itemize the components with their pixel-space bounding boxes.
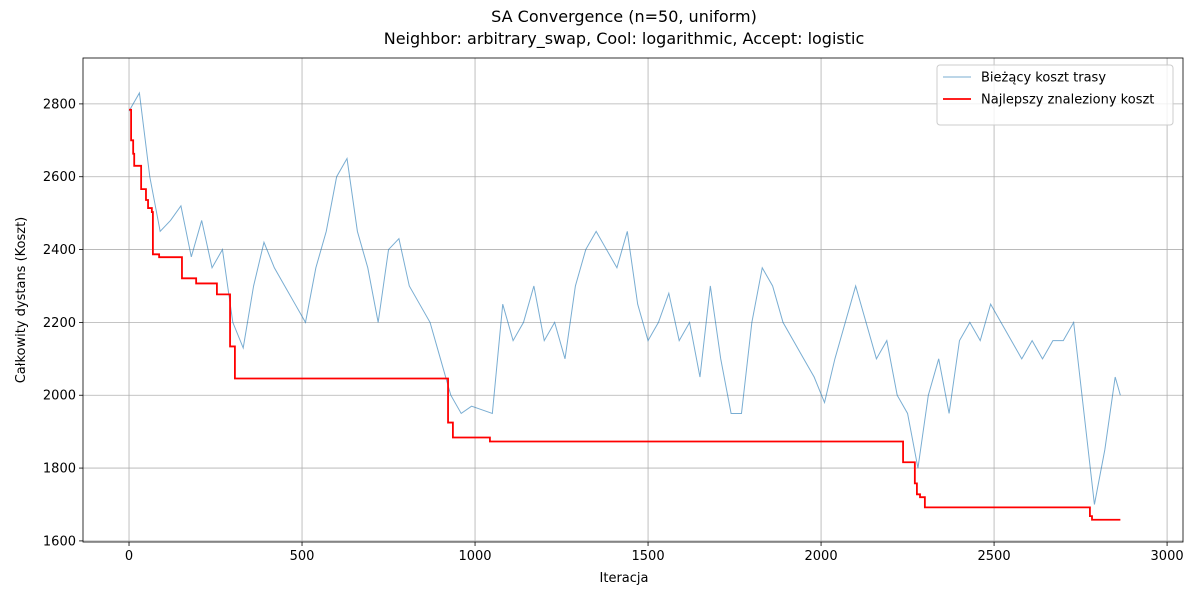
y-tick-label: 1800	[43, 462, 76, 477]
x-tick-label: 0	[125, 549, 133, 564]
legend-label: Bieżący koszt trasy	[981, 71, 1106, 86]
chart-title: SA Convergence (n=50, uniform)	[491, 7, 757, 26]
x-tick-label: 3000	[1151, 549, 1184, 564]
x-tick-label: 1500	[632, 549, 665, 564]
y-tick-label: 2200	[43, 316, 76, 331]
y-tick-label: 2000	[43, 389, 76, 404]
legend-box	[936, 64, 1174, 126]
chart-subtitle: Neighbor: arbitrary_swap, Cool: logarith…	[384, 29, 865, 49]
y-axis-label: Całkowity dystans (Koszt)	[14, 217, 29, 384]
legend: Bieżący koszt trasy Najlepszy znaleziony …	[936, 64, 1174, 126]
x-tick-label: 2500	[978, 549, 1011, 564]
plot-frame	[82, 57, 1184, 543]
y-tick-label: 2800	[43, 97, 76, 112]
x-axis-label: Iteracja	[600, 571, 649, 586]
series-line	[129, 108, 1121, 521]
x-tick-label: 500	[290, 549, 315, 564]
series-line	[128, 91, 1121, 505]
legend-label: Najlepszy znaleziony koszt	[981, 93, 1154, 108]
x-tick-label: 2000	[805, 549, 838, 564]
x-tick-label: 1000	[458, 549, 491, 564]
y-tick-label: 1600	[43, 534, 76, 549]
y-tick-label: 2400	[43, 243, 76, 258]
y-tick-label: 2600	[43, 170, 76, 185]
